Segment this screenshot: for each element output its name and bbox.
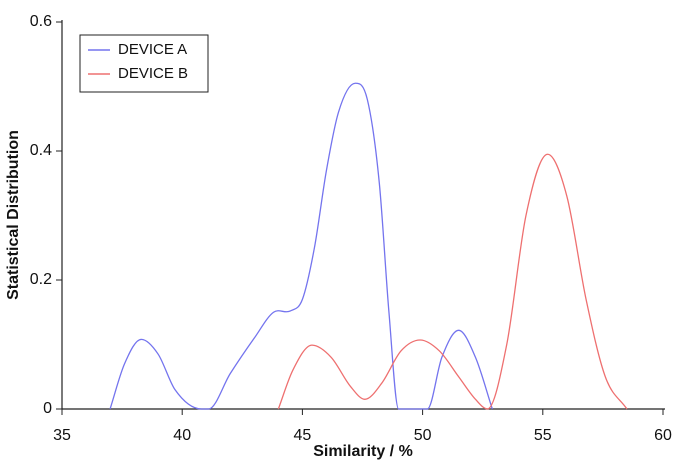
line (277, 153, 628, 410)
x-tick-label: 40 (173, 427, 191, 444)
x-tick-label: 45 (294, 427, 312, 444)
x-tick-label: 35 (53, 427, 71, 444)
y-axis-label: Statistical Distribution (5, 130, 22, 300)
y-tick-label: 0.6 (30, 13, 52, 30)
y-tick-label: 0.2 (30, 271, 52, 288)
legend-label: DEVICE A (118, 41, 187, 58)
x-tick-label: 60 (654, 427, 672, 444)
y-tick-label: 0.4 (30, 142, 52, 159)
legend-box (79, 34, 209, 93)
line (109, 82, 493, 410)
y-tick-label: 0 (43, 400, 52, 417)
x-tick-label: 50 (414, 427, 432, 444)
legend-label: DEVICE B (118, 65, 188, 82)
x-tick-label: 55 (534, 427, 552, 444)
x-axis-label: Similarity / % (313, 443, 413, 460)
